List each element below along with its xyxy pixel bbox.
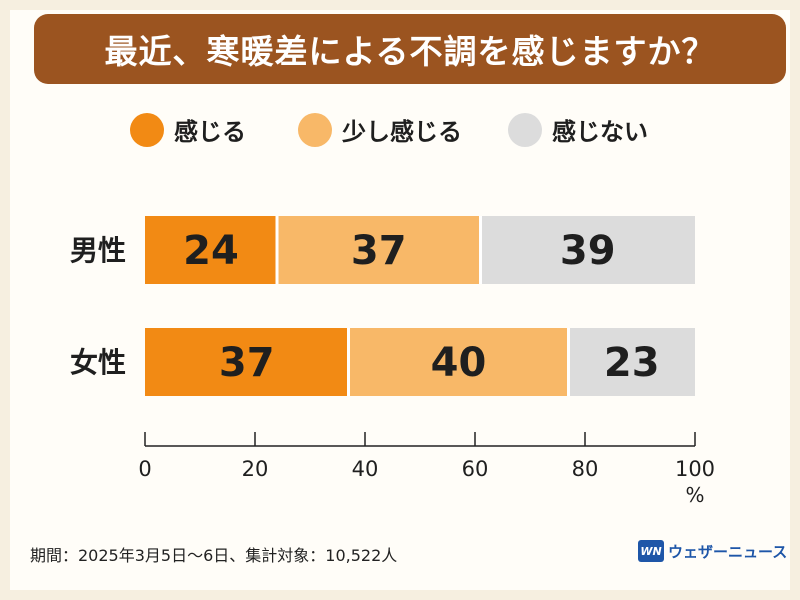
brand-logo-icon: WN (638, 540, 664, 562)
legend-label-strong: 感じる (174, 118, 246, 146)
legend-swatch-none (508, 112, 542, 147)
legend-label-none: 感じない (552, 118, 648, 146)
survey-note: 期間：2025年3月5日〜6日、集計対象：10,522人 (30, 546, 398, 565)
chart-title: 最近、寒暖差による不調を感じますか？ (104, 32, 716, 71)
chart-frame: 最近、寒暖差による不調を感じますか？ (10, 10, 790, 590)
legend-swatch-strong (130, 112, 164, 147)
title-bar: 最近、寒暖差による不調を感じますか？ (34, 14, 786, 84)
legend: 感じる 少し感じる 感じない (130, 112, 690, 152)
brand: WN ウェザーニュース (638, 540, 787, 562)
legend-item-none: 感じない (508, 112, 648, 147)
legend-swatch-light (298, 112, 332, 147)
brand-name: ウェザーニュース (668, 542, 788, 561)
legend-item-strong: 感じる (130, 112, 246, 147)
legend-item-light: 少し感じる (298, 112, 462, 147)
legend-label-light: 少し感じる (342, 118, 462, 146)
